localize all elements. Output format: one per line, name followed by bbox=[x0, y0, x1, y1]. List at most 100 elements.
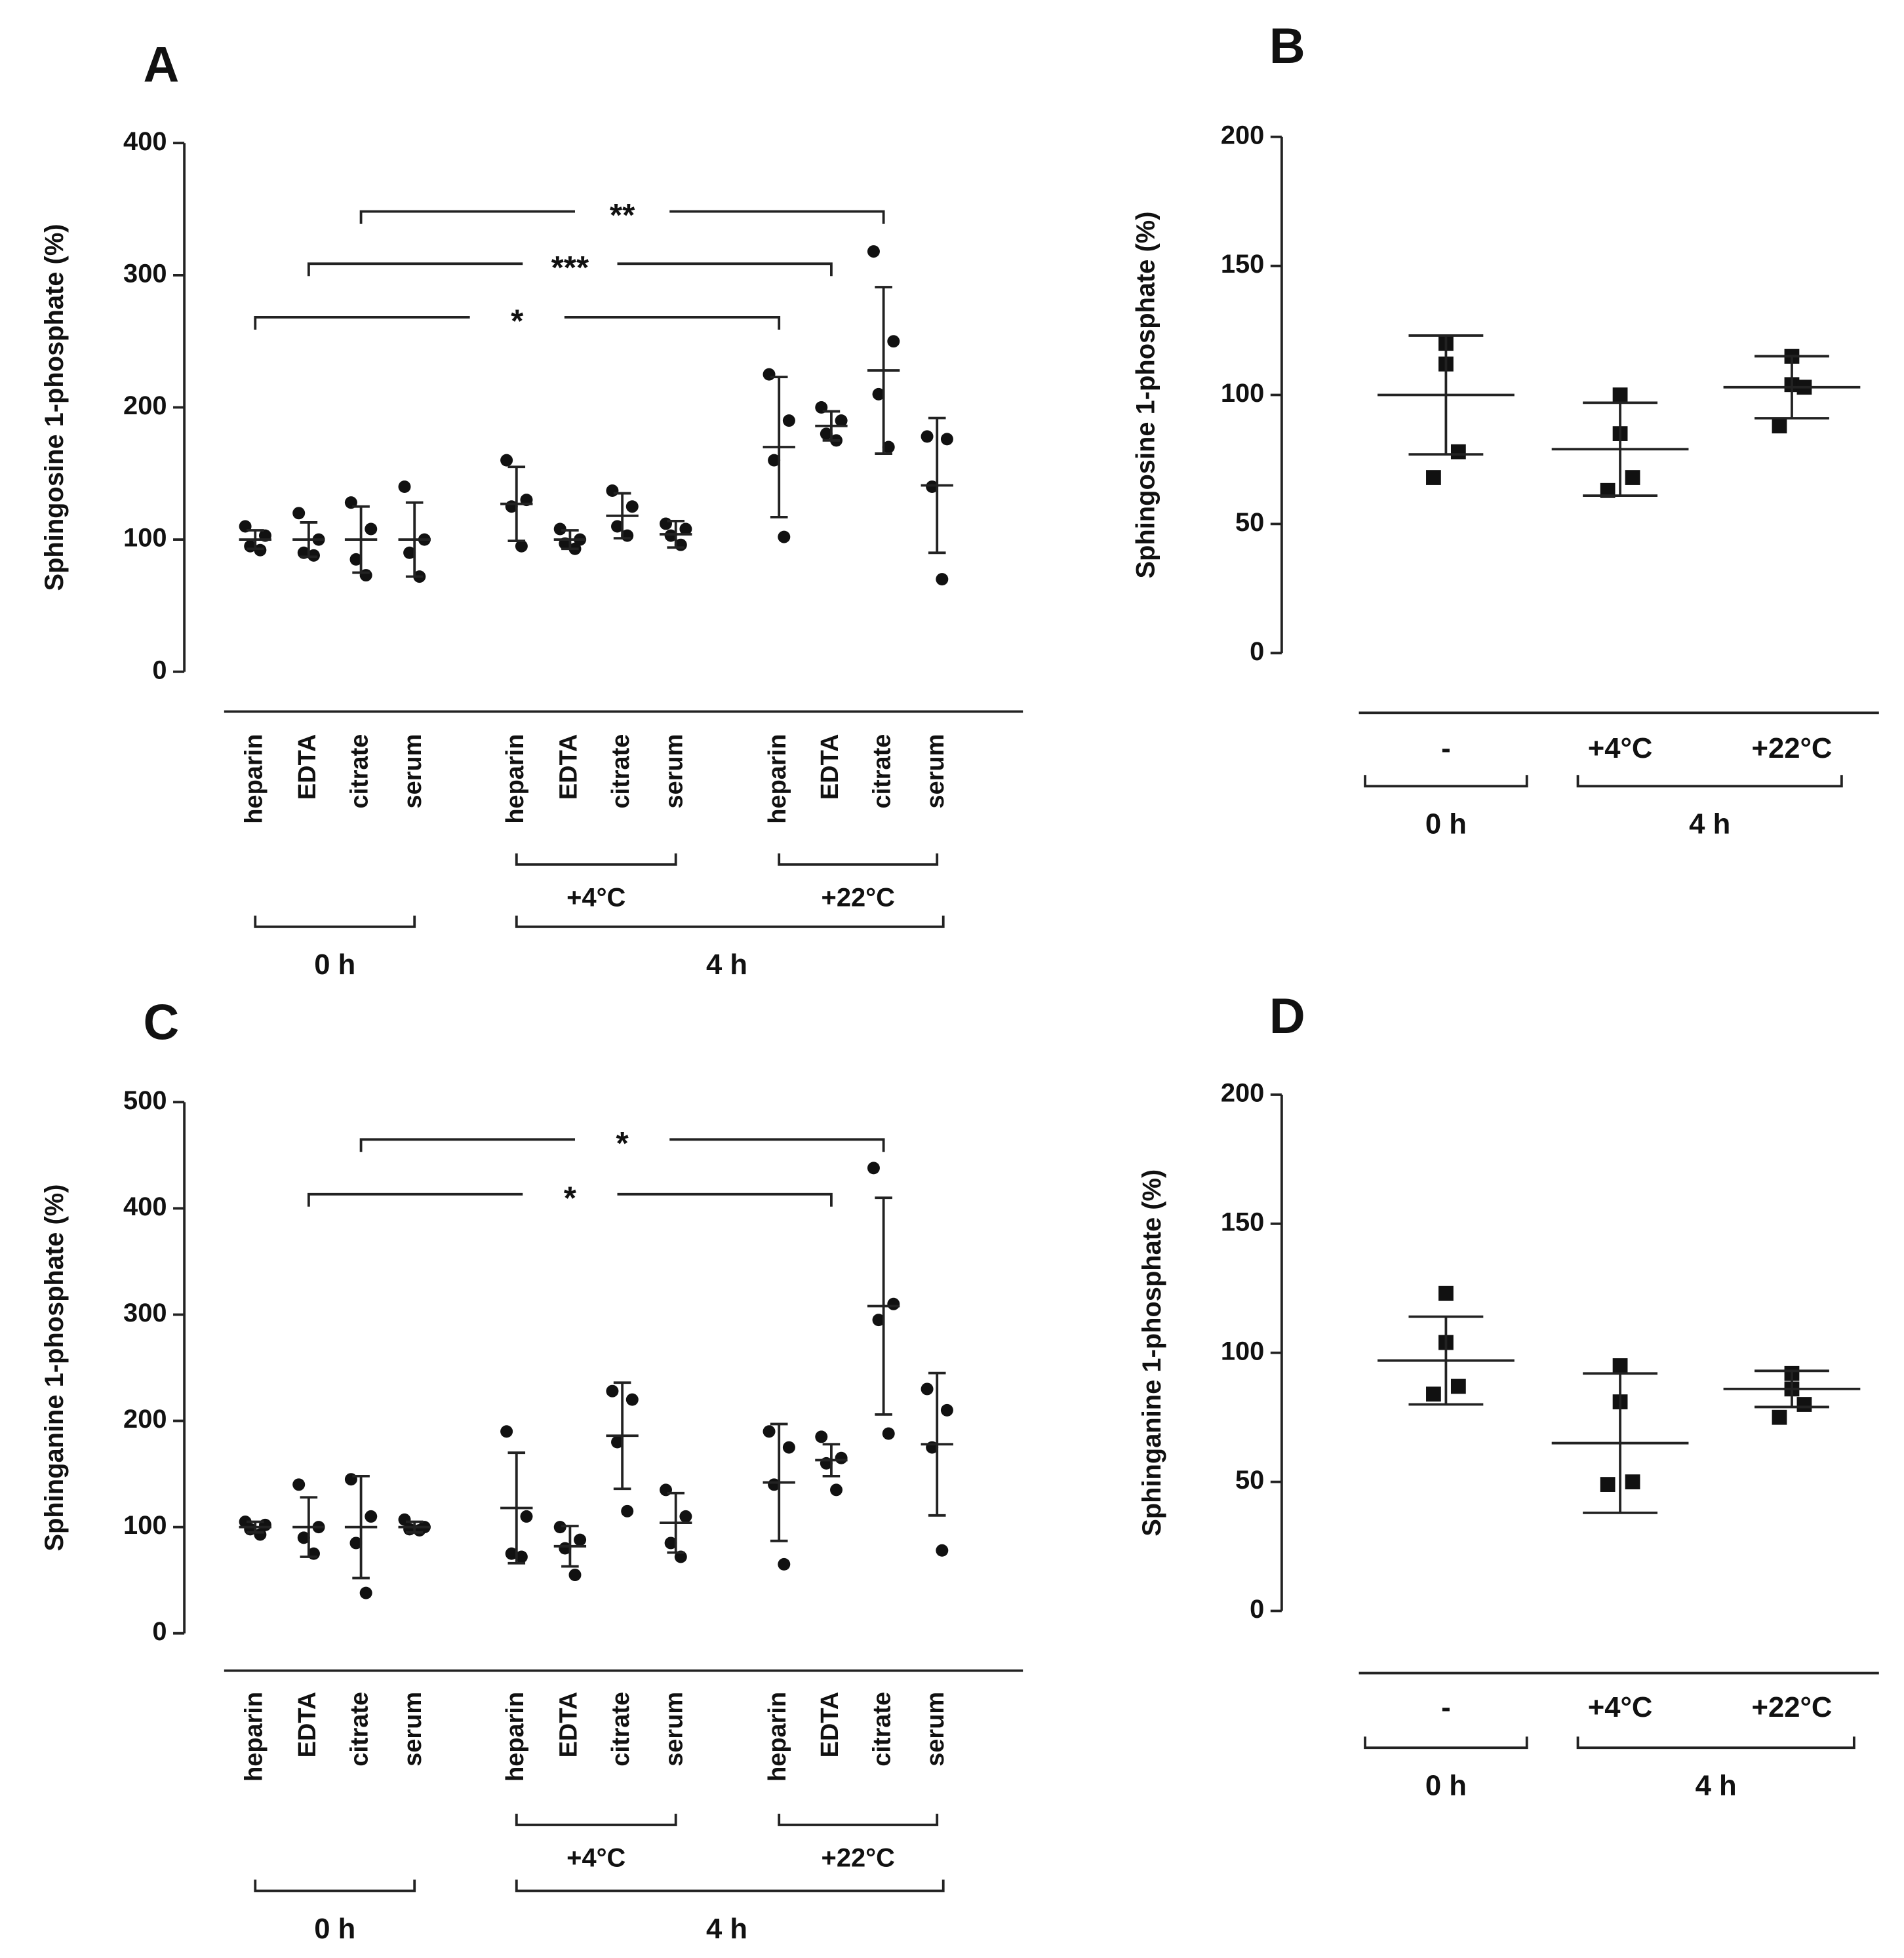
data-point bbox=[872, 387, 885, 401]
subgroup-label: +4°C bbox=[566, 1844, 625, 1873]
x-tick-label: citrate bbox=[869, 1692, 896, 1767]
data-point bbox=[664, 529, 677, 542]
sd-bar bbox=[613, 492, 631, 540]
sd-bar bbox=[667, 1491, 684, 1554]
x-tick-label: EDTA bbox=[816, 1692, 844, 1757]
subgroup-label: +22°C bbox=[822, 884, 895, 912]
data-point bbox=[763, 368, 776, 381]
data-point bbox=[1612, 1358, 1628, 1373]
sd-bar bbox=[1583, 1372, 1658, 1514]
bracket bbox=[1576, 775, 1843, 788]
data-point bbox=[515, 1550, 528, 1563]
data-point bbox=[887, 335, 900, 348]
data-point bbox=[887, 1297, 900, 1310]
data-point bbox=[403, 546, 416, 559]
y-tick-label: 400 bbox=[123, 127, 167, 156]
x-tick-label: serum bbox=[399, 734, 427, 809]
y-tick-label: 0 bbox=[1250, 1595, 1264, 1624]
label-gap bbox=[523, 1184, 618, 1204]
sd-bar bbox=[507, 1451, 526, 1565]
sd-bar bbox=[770, 376, 788, 519]
x-tick-label: EDTA bbox=[294, 734, 321, 800]
data-point bbox=[359, 1586, 372, 1599]
data-point bbox=[515, 539, 528, 553]
group-label: 4 h bbox=[706, 1913, 747, 1945]
data-point bbox=[926, 480, 939, 493]
sd-bar bbox=[561, 529, 579, 551]
data-point bbox=[568, 1569, 582, 1582]
x-tick-label: EDTA bbox=[555, 1692, 582, 1757]
x-tick-label: serum bbox=[922, 734, 949, 809]
group-label: 4 h bbox=[706, 949, 747, 981]
x-tick-label: heparin bbox=[240, 734, 268, 824]
label-gap bbox=[574, 1129, 670, 1150]
y-tick-label: 0 bbox=[152, 656, 167, 684]
panel-label: B bbox=[1269, 18, 1305, 74]
x-tick-label: citrate bbox=[607, 1692, 635, 1767]
data-point bbox=[520, 1510, 533, 1523]
data-point bbox=[660, 517, 673, 530]
label-gap bbox=[469, 307, 565, 328]
y-tick-label: 200 bbox=[123, 1405, 167, 1434]
data-point bbox=[1625, 1474, 1640, 1490]
significance-label: ** bbox=[610, 197, 635, 233]
bracket bbox=[778, 1813, 939, 1826]
data-point bbox=[1772, 418, 1787, 434]
y-tick-label: 150 bbox=[1221, 1207, 1264, 1236]
sd-bar bbox=[822, 410, 841, 442]
sd-bar bbox=[1408, 1315, 1484, 1406]
data-point bbox=[606, 484, 619, 498]
data-point bbox=[1796, 1397, 1812, 1412]
bracket bbox=[515, 1813, 677, 1826]
bracket bbox=[254, 915, 416, 928]
data-point bbox=[500, 1425, 513, 1438]
bracket bbox=[254, 1879, 416, 1892]
y-tick-label: 100 bbox=[1221, 379, 1264, 408]
data-point bbox=[307, 549, 320, 562]
y-tick-label: 0 bbox=[152, 1617, 167, 1646]
sd-bar bbox=[875, 286, 892, 455]
data-point bbox=[830, 1483, 843, 1497]
bracket bbox=[1364, 1736, 1528, 1750]
y-axis-label: Sphingosine 1-phosphate (%) bbox=[40, 224, 69, 591]
y-tick-label: 100 bbox=[123, 524, 167, 553]
subgroup-label: +4°C bbox=[566, 884, 625, 912]
x-tick-label: serum bbox=[661, 1692, 688, 1767]
significance-label: * bbox=[564, 1180, 577, 1216]
y-axis-label: Sphinganine 1-phosphate (%) bbox=[1138, 1169, 1166, 1537]
significance-label: * bbox=[616, 1126, 629, 1162]
data-point bbox=[867, 1162, 880, 1175]
y-tick-label: 200 bbox=[123, 391, 167, 420]
x-tick-label: serum bbox=[661, 734, 688, 809]
data-point bbox=[763, 1425, 776, 1438]
x-tick-label: +4°C bbox=[1588, 1691, 1653, 1723]
data-point bbox=[872, 1314, 885, 1327]
group-label: 0 h bbox=[314, 1913, 355, 1945]
data-point bbox=[1772, 1409, 1787, 1425]
data-point bbox=[1450, 1379, 1466, 1394]
data-point bbox=[1450, 444, 1466, 460]
sd-bar bbox=[507, 465, 526, 543]
data-point bbox=[349, 1537, 363, 1550]
y-tick-label: 50 bbox=[1235, 1466, 1264, 1495]
label-gap bbox=[574, 201, 670, 222]
y-tick-label: 0 bbox=[1250, 637, 1264, 666]
data-point bbox=[936, 573, 949, 586]
data-point bbox=[782, 1441, 795, 1454]
data-point bbox=[505, 1547, 518, 1560]
panel-label: A bbox=[143, 37, 179, 92]
sd-bar bbox=[1408, 334, 1484, 456]
data-point bbox=[611, 1436, 624, 1449]
data-point bbox=[835, 414, 848, 427]
data-point bbox=[768, 454, 781, 467]
y-tick-label: 300 bbox=[123, 259, 167, 288]
data-point bbox=[782, 414, 795, 427]
y-tick-label: 400 bbox=[123, 1192, 167, 1221]
data-point bbox=[606, 1384, 619, 1398]
bracket bbox=[515, 1879, 945, 1892]
y-tick-label: 100 bbox=[1221, 1337, 1264, 1365]
data-point bbox=[940, 1403, 953, 1417]
y-tick-label: 100 bbox=[123, 1511, 167, 1540]
data-point bbox=[349, 553, 363, 566]
